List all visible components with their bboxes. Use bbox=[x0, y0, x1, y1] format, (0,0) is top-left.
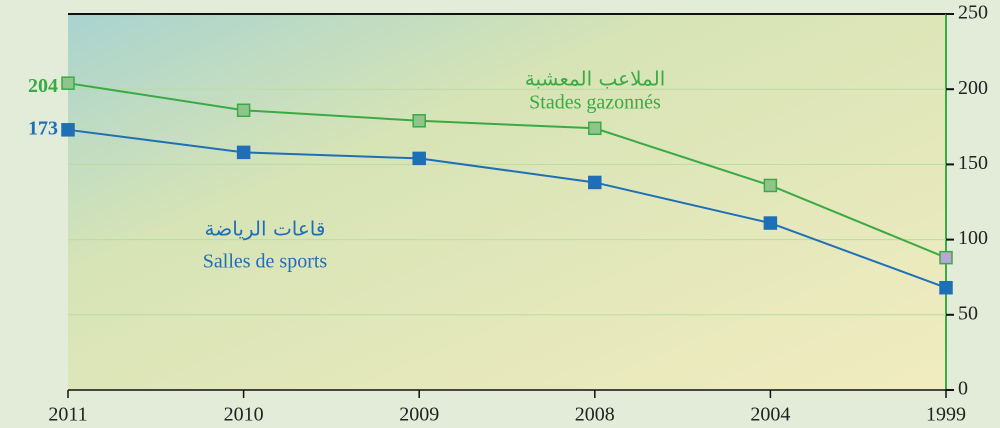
value-label: 173 bbox=[28, 117, 58, 139]
marker bbox=[939, 250, 953, 265]
marker bbox=[61, 123, 75, 137]
series-label-ar: قاعات الرياضة bbox=[205, 217, 326, 241]
marker bbox=[236, 103, 251, 118]
plot-background bbox=[68, 14, 946, 390]
series-line bbox=[67, 128, 947, 289]
marker bbox=[588, 121, 602, 136]
y-tick-label: 50 bbox=[958, 302, 978, 324]
value-label: 204 bbox=[28, 75, 58, 97]
x-tick-label: 2009 bbox=[399, 404, 439, 426]
x-tick-label: 2008 bbox=[575, 404, 615, 426]
y-tick-label: 150 bbox=[958, 152, 988, 174]
marker bbox=[412, 114, 426, 128]
y-tick-label: 200 bbox=[958, 77, 988, 99]
x-tick-label: 1999 bbox=[926, 404, 966, 426]
x-tick-label: 2004 bbox=[750, 404, 790, 426]
x-tick-label: 2010 bbox=[224, 404, 264, 426]
series-label-ar: الملاعب المعشبة bbox=[525, 67, 666, 91]
marker bbox=[236, 145, 251, 160]
y-tick-label: 0 bbox=[958, 378, 968, 400]
marker bbox=[61, 76, 75, 90]
y-tick-label: 250 bbox=[958, 2, 988, 24]
marker bbox=[588, 175, 602, 190]
series-label: Stades gazonnés bbox=[529, 92, 661, 114]
series-label: Salles de sports bbox=[203, 251, 328, 273]
y-tick-label: 100 bbox=[958, 227, 988, 249]
series-line bbox=[67, 82, 947, 259]
marker bbox=[939, 280, 953, 295]
marker bbox=[412, 151, 426, 166]
marker bbox=[763, 216, 778, 230]
marker bbox=[763, 178, 778, 193]
x-tick-label: 2011 bbox=[48, 404, 87, 426]
